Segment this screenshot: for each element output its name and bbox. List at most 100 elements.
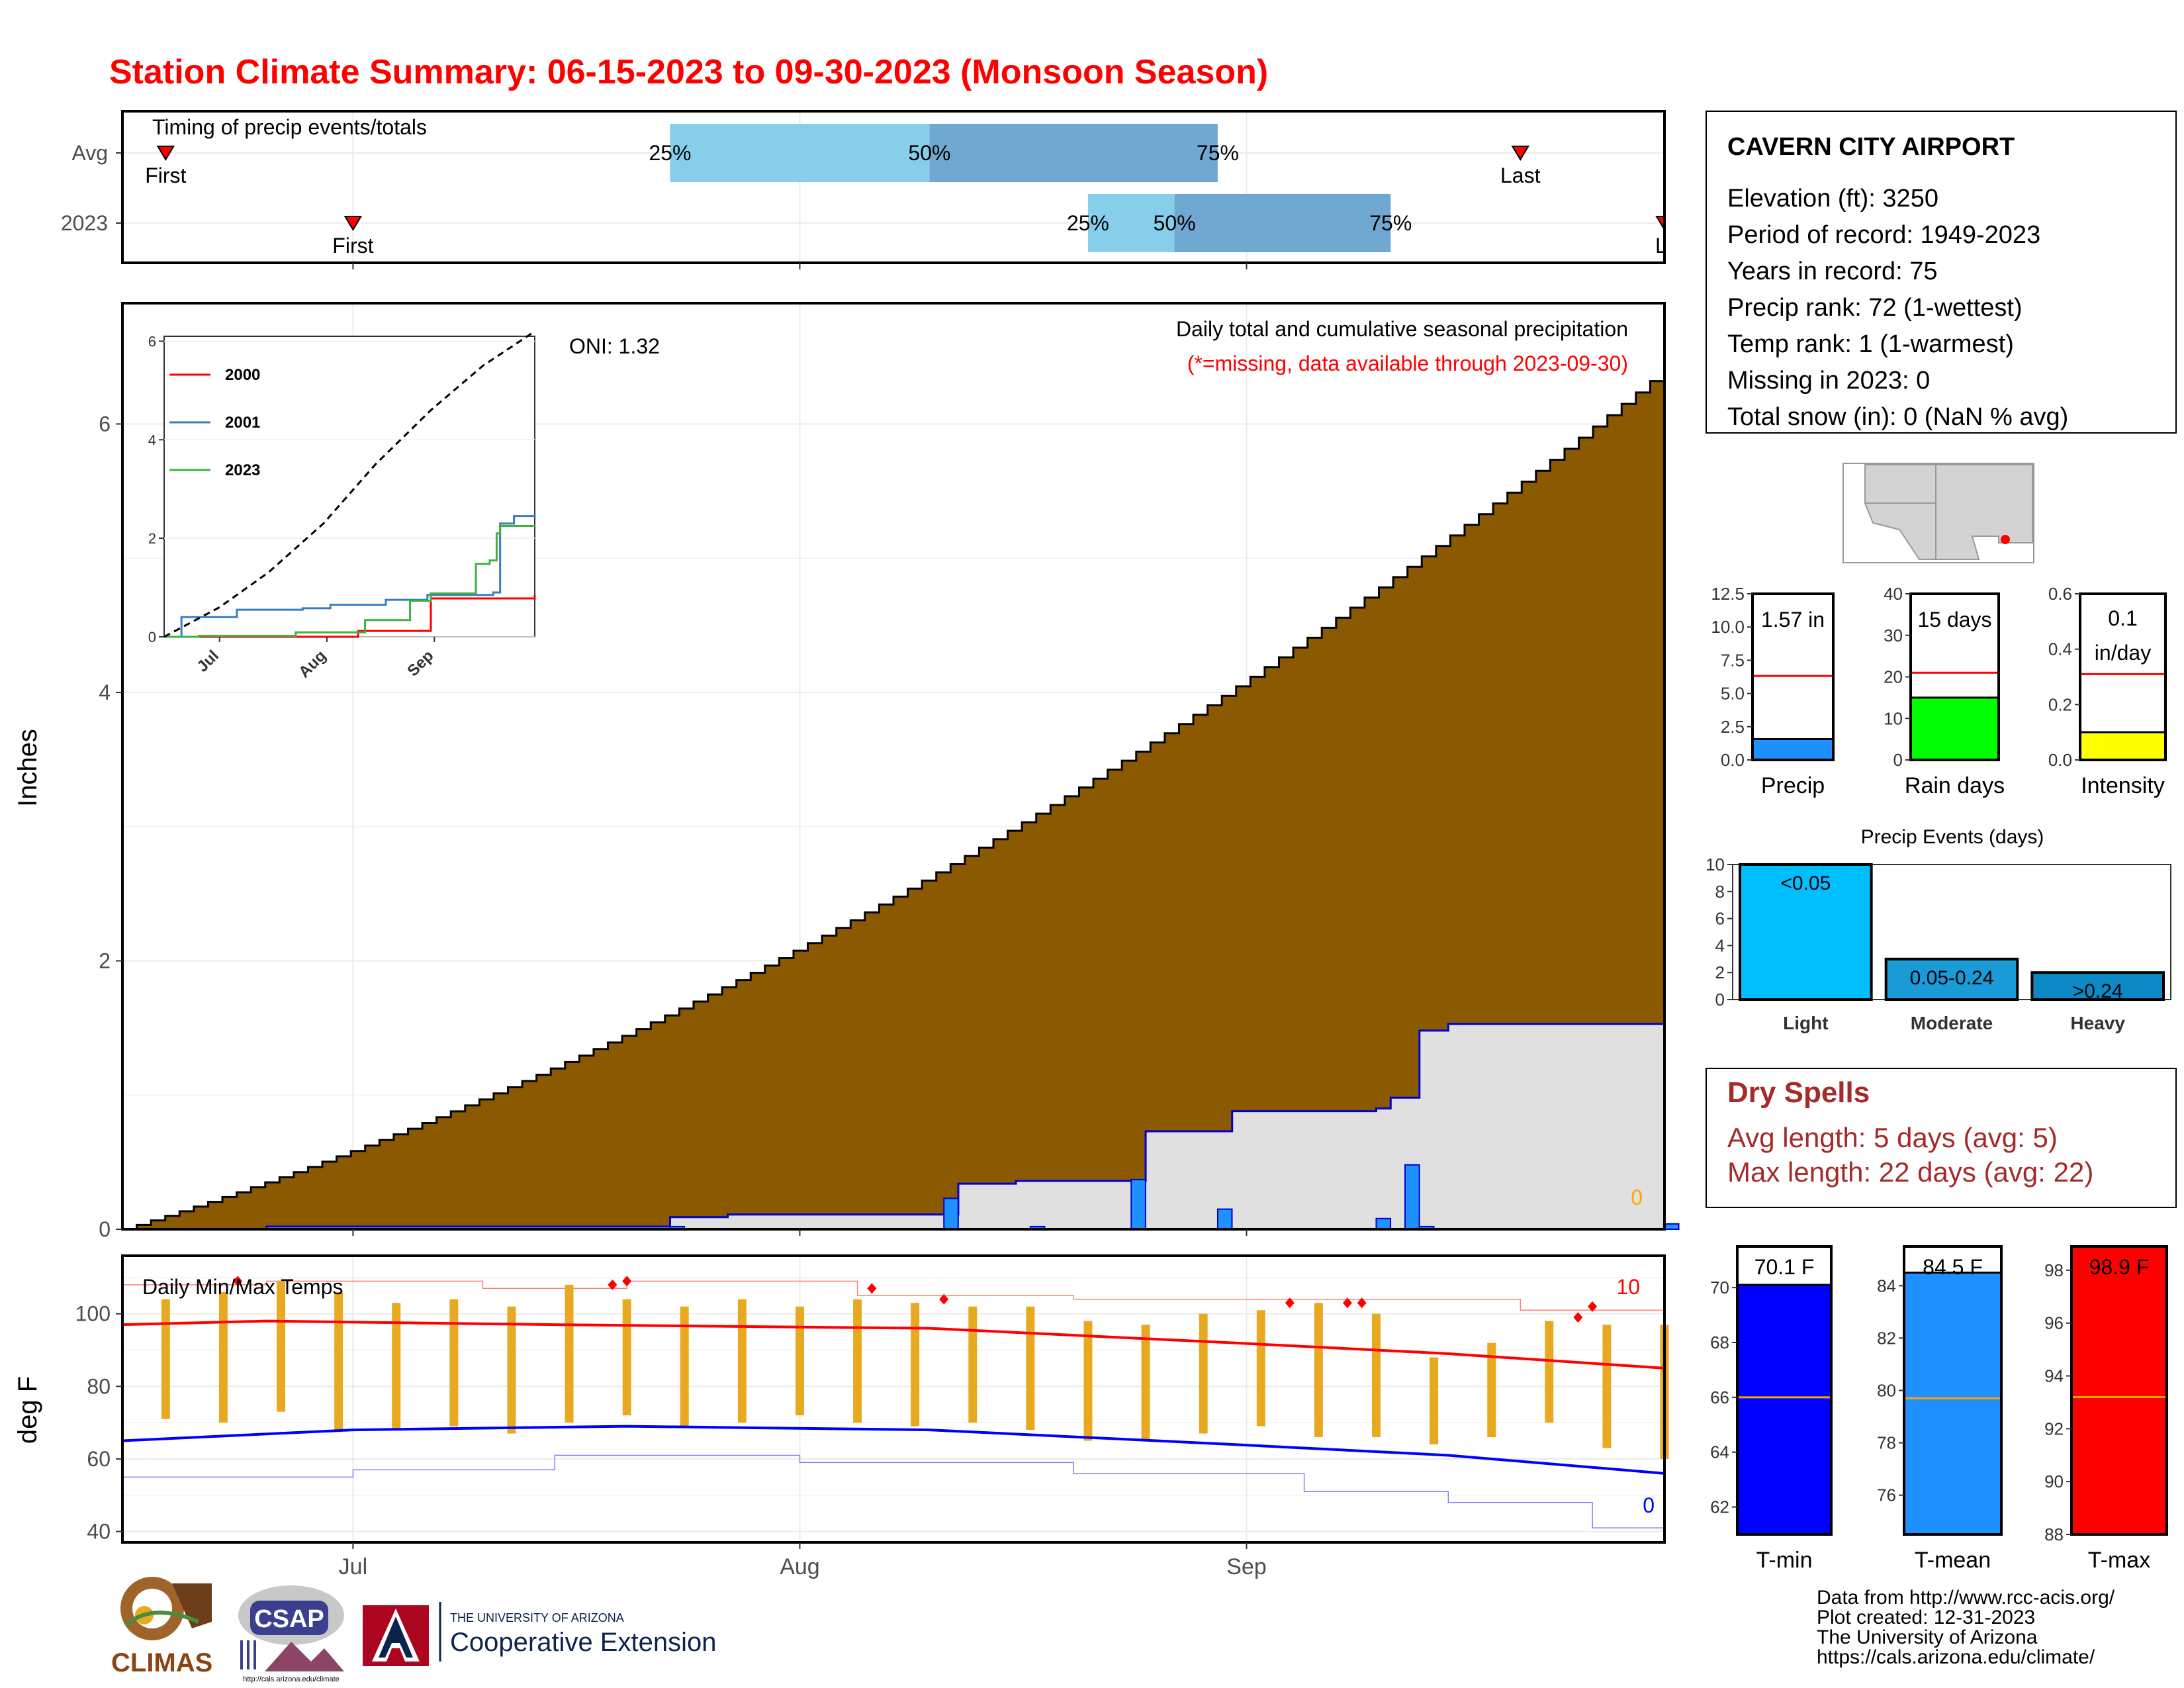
temps-plot-border xyxy=(121,1254,1666,1544)
rain_days-value-bar xyxy=(1911,697,1999,760)
station-missing: Missing in 2023: 0 xyxy=(1727,367,1930,395)
rain_days-axis-label: Rain days xyxy=(1905,773,2005,798)
month-axis-label: Jul xyxy=(339,1554,367,1579)
tmin-value-label: 70.1 F xyxy=(1754,1255,1815,1279)
tmax-value-label: 98.9 F xyxy=(2089,1255,2150,1279)
intensity-y-tick-label: 0.0 xyxy=(2048,750,2072,770)
tmax-axis-label: T-max xyxy=(2088,1548,2150,1573)
footer-plot-created: Plot created: 12-31-2023 xyxy=(1817,1607,2035,1628)
tmax-y-tick-label: 94 xyxy=(2044,1366,2064,1386)
tmax-value-bar xyxy=(2071,1246,2167,1534)
station-temp-rank: Temp rank: 1 (1-warmest) xyxy=(1727,330,2014,358)
inset-series-line-2000 xyxy=(164,594,536,638)
tmean-axis-label: T-mean xyxy=(1915,1548,1991,1573)
station-period: Period of record: 1949-2023 xyxy=(1727,221,2040,249)
precip-y-axis-label: Inches xyxy=(13,729,42,807)
daily-precip-bar xyxy=(1404,1164,1420,1230)
station-years: Years in record: 75 xyxy=(1727,258,1938,285)
tmin-label-background xyxy=(1739,1248,1829,1280)
daily-temp-range-bar xyxy=(1199,1313,1208,1434)
station-info-box xyxy=(1706,111,2177,434)
daily-temp-range-bar xyxy=(1026,1306,1035,1430)
precip_total-panel-border xyxy=(1751,592,1835,761)
tmean-value-bar xyxy=(1904,1272,2001,1534)
station-elevation: Elevation (ft): 3250 xyxy=(1727,185,1938,212)
rain_days-y-tick-label: 0 xyxy=(1893,750,1903,770)
precip-panel-title: Daily total and cumulative seasonal prec… xyxy=(1176,317,1628,341)
record-high-marker xyxy=(233,1276,243,1287)
oni-label: ONI: 1.32 xyxy=(569,334,660,358)
locator-map xyxy=(1843,463,2034,563)
dry-spells-max-length: Max length: 22 days (avg: 22) xyxy=(1727,1156,2093,1188)
intensity-y-tick-label: 0.6 xyxy=(2048,584,2072,604)
record-high-marker xyxy=(1357,1297,1367,1309)
daily-temp-range-bar xyxy=(1602,1325,1612,1448)
csap-logo: CSAP http://cals.arizona.edu/climate xyxy=(232,1585,347,1683)
rain_days-y-tick-label: 10 xyxy=(1884,708,1903,728)
daily-temp-range-bar xyxy=(161,1299,170,1419)
intensity-value-label: 0.1 xyxy=(2108,606,2137,630)
first-event-marker xyxy=(156,146,175,161)
record-high-count: 10 xyxy=(1616,1275,1640,1299)
intensity-panel-border xyxy=(2079,592,2167,761)
tmin-y-tick-label: 66 xyxy=(1710,1387,1729,1407)
record-high-marker xyxy=(1342,1297,1352,1309)
precip-events-category-label: Heavy xyxy=(2070,1013,2125,1033)
avg-max-temp-line xyxy=(122,1319,1665,1370)
timing-panel: 25%50%75%FirstLastAvg25%50%75%FirstLa202… xyxy=(61,110,1705,269)
dry-spells-avg-length: Avg length: 5 days (avg: 5) xyxy=(1727,1122,2058,1153)
tmax-y-tick-label: 90 xyxy=(2044,1472,2064,1491)
precip-events-bar xyxy=(2030,971,2165,1001)
tmean-y-tick-label: 76 xyxy=(1877,1485,1896,1505)
intensity-y-tick-label: 0.4 xyxy=(2048,639,2072,659)
dry-spells-title: Dry Spells xyxy=(1727,1076,1870,1109)
precip-events-title: Precip Events (days) xyxy=(1861,826,2044,848)
precip-events-bar xyxy=(1739,863,1873,1001)
precip-events-bar-label: <0.05 xyxy=(1780,872,1831,894)
precip-events-category-label: Light xyxy=(1783,1013,1828,1033)
footer-university: The University of Arizona xyxy=(1817,1626,2038,1648)
temps-y-axis-label: deg F xyxy=(13,1376,42,1444)
tmin-axis-label: T-min xyxy=(1756,1548,1813,1573)
precip-missing-count: 0 xyxy=(1631,1186,1643,1209)
inset-legend-label: 2023 xyxy=(225,461,260,479)
rain_days-y-tick-label: 40 xyxy=(1884,584,1903,604)
timing-plot-border xyxy=(121,110,1666,264)
inset-y-tick-label: 4 xyxy=(148,432,156,448)
last-event-label: Last xyxy=(1500,164,1541,187)
daily-temp-range-bar xyxy=(1430,1357,1439,1445)
first-event-label: First xyxy=(332,234,373,258)
timing-bar-25-50 xyxy=(670,124,930,182)
climas-logo: CLIMAS xyxy=(111,1577,212,1677)
timing-clip-cover xyxy=(1665,110,1705,264)
precip-events-y-tick-label: 2 xyxy=(1715,962,1725,982)
tmax-y-tick-label: 96 xyxy=(2044,1313,2064,1333)
rain_days-value-label: 15 days xyxy=(1917,608,1991,632)
temps-y-tick-label: 80 xyxy=(87,1374,111,1398)
tmin-y-tick-label: 70 xyxy=(1710,1278,1729,1297)
timing-row-label: 2023 xyxy=(61,211,108,235)
daily-precip-bar xyxy=(1130,1178,1146,1231)
record-low-count: 0 xyxy=(1643,1493,1655,1517)
svg-text:THE UNIVERSITY OF ARIZONA: THE UNIVERSITY OF ARIZONA xyxy=(450,1611,624,1624)
inset-legend-label: 2001 xyxy=(225,414,260,432)
dry-spells-box xyxy=(1706,1068,2177,1208)
first-event-marker xyxy=(343,216,363,231)
ua-logo: THE UNIVERSITY OF ARIZONA Cooperative Ex… xyxy=(363,1602,716,1666)
inset-series-line-2023 xyxy=(164,525,535,638)
tmean-y-tick-label: 80 xyxy=(1877,1381,1896,1401)
tmax-y-tick-label: 92 xyxy=(2044,1419,2064,1438)
precip-plot-border xyxy=(121,302,1666,1231)
precip-events-y-tick-label: 10 xyxy=(1706,855,1725,874)
daily-temp-range-bar xyxy=(1545,1321,1554,1423)
inset-y-tick-label: 6 xyxy=(148,333,156,350)
tmean-y-tick-label: 82 xyxy=(1877,1328,1896,1348)
daily-temp-range-bar xyxy=(680,1306,689,1427)
record-high-marker xyxy=(608,1279,617,1290)
svg-text:Cooperative Extension: Cooperative Extension xyxy=(450,1628,716,1657)
avg-min-temp-line xyxy=(122,1425,1665,1475)
precip_total-y-tick-label: 10.0 xyxy=(1711,617,1745,637)
daily-temp-range-bar xyxy=(1141,1325,1150,1441)
